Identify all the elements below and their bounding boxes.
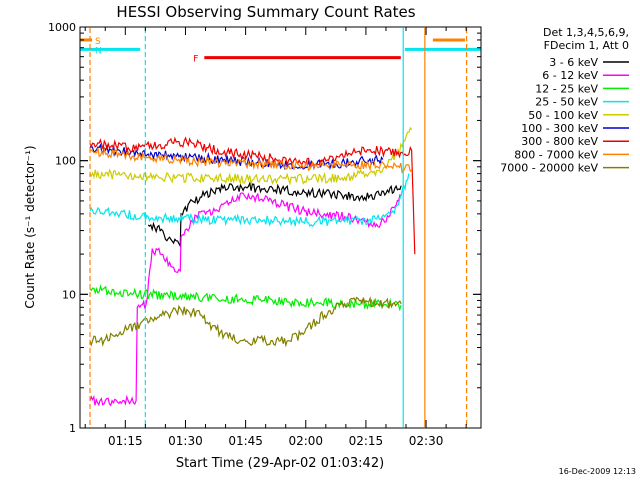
series-line	[89, 136, 416, 255]
y-tick-label: 1000	[48, 21, 76, 34]
flag-label: F	[193, 55, 198, 65]
legend-label: 800 - 7000 keV	[514, 148, 598, 161]
series-line	[89, 173, 410, 228]
x-tick-label: 01:30	[168, 434, 203, 448]
y-tick-label: 10	[62, 288, 76, 301]
x-axis-label: Start Time (29-Apr-02 01:03:42)	[176, 456, 384, 471]
series-line	[147, 181, 402, 249]
series-line	[89, 126, 413, 186]
legend-header-line-1: Det 1,3,4,5,6,9,	[543, 26, 629, 39]
plot-frame	[79, 26, 482, 429]
legend-header-line-2: FDecim 1, Att 0	[544, 39, 629, 52]
chart-title: HESSI Observing Summary Count Rates	[116, 3, 415, 21]
x-tick-label: 02:15	[349, 434, 384, 448]
legend-label: 100 - 300 keV	[521, 122, 598, 135]
flag-label: N	[95, 46, 102, 56]
legend-label: 25 - 50 keV	[535, 96, 598, 109]
legend-label: 300 - 800 keV	[521, 135, 598, 148]
y-tick-label: 1	[69, 422, 76, 435]
x-tick-label: 01:45	[228, 434, 263, 448]
series-line	[89, 296, 402, 348]
series-line	[89, 147, 412, 174]
x-tick-label: 02:00	[288, 434, 323, 448]
x-tick-label: 02:30	[409, 434, 444, 448]
flag-label: S	[95, 37, 101, 47]
x-tick-label: 01:15	[108, 434, 143, 448]
legend-label: 6 - 12 keV	[542, 69, 598, 82]
legend-label: 3 - 6 keV	[549, 56, 598, 69]
plot-area: SN F 1 10 100 1000 01:15 01:30 01:45 02:00 02:15 02…	[48, 21, 482, 448]
legend-label: 50 - 100 keV	[528, 109, 598, 122]
y-tick-label: 100	[55, 155, 76, 168]
series-line	[89, 192, 402, 407]
legend-label: 12 - 25 keV	[535, 82, 598, 95]
legend-label: 7000 - 20000 keV	[500, 162, 598, 175]
y-axis-label: Count Rate (s⁻¹ detector⁻¹)	[23, 145, 37, 308]
timestamp: 16-Dec-2009 12:13	[559, 467, 636, 476]
